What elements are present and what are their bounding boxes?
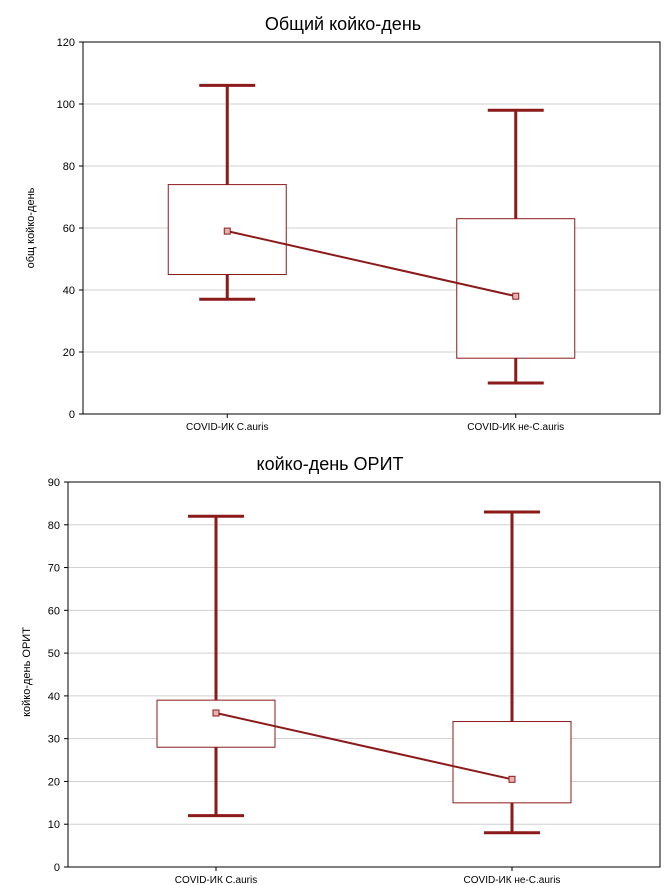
- center-connector-line: [215, 712, 513, 781]
- y-tick-label: 90: [48, 477, 60, 489]
- y-tick-label: 20: [48, 776, 60, 788]
- x-tick-label: COVID-ИК C.auris: [175, 875, 257, 885]
- y-tick-label: 30: [48, 734, 60, 746]
- chart-panel-total-bed-days: Общий койко-день общ койко-день 0 20 40 60 8…: [0, 0, 671, 440]
- plot-frame: [82, 41, 661, 415]
- center-marker: [508, 775, 516, 783]
- chart-title: койко-день ОРИТ: [257, 454, 404, 474]
- box: [452, 721, 572, 804]
- box: [156, 699, 276, 748]
- x-tick-label: COVID-ИК не-C.auris: [464, 875, 561, 885]
- y-tick-label: 40: [63, 285, 75, 297]
- y-tick-label: 70: [48, 563, 60, 575]
- y-tick-label: 40: [48, 691, 60, 703]
- y-tick-label: 0: [54, 862, 60, 874]
- plot-frame: [67, 481, 661, 868]
- box-plot-total-bed-days: Общий койко-день общ койко-день 0 20 40 60 8…: [25, 14, 661, 433]
- y-axis-label: койко-день ОРИТ: [21, 627, 33, 717]
- center-marker: [212, 709, 220, 717]
- y-tick-label: 120: [57, 37, 75, 49]
- x-tick-label: COVID-ИК не-C.auris: [467, 422, 564, 433]
- y-tick-label: 80: [48, 520, 60, 532]
- x-tick-label: COVID-ИК C.auris: [186, 422, 268, 433]
- box: [456, 218, 576, 359]
- chart-panel-icu-bed-days: койко-день ОРИТ койко-день ОРИТ 0 10 20 30 4…: [0, 440, 671, 885]
- y-tick-label: 60: [48, 605, 60, 617]
- y-tick-label: 100: [57, 99, 75, 111]
- y-tick-label: 50: [48, 648, 60, 660]
- chart-title: Общий койко-день: [265, 14, 421, 34]
- y-axis-label: общ койко-день: [25, 187, 37, 268]
- y-tick-label: 20: [63, 347, 75, 359]
- y-tick-label: 80: [63, 161, 75, 173]
- y-tick-label: 0: [69, 409, 75, 421]
- box-plot-icu-bed-days: койко-день ОРИТ койко-день ОРИТ 0 10 20 30 4…: [21, 454, 661, 885]
- center-marker: [223, 227, 231, 235]
- center-marker: [512, 292, 520, 300]
- y-tick-label: 10: [48, 819, 60, 831]
- center-connector-line: [227, 230, 516, 298]
- y-tick-label: 60: [63, 223, 75, 235]
